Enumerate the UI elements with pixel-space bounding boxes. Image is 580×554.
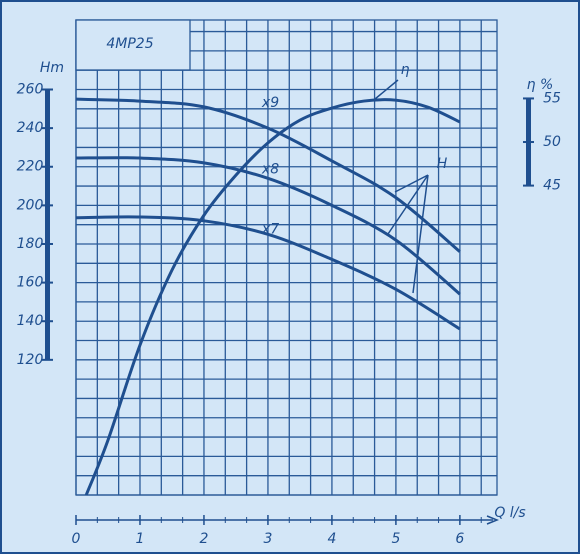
y-tick-label: 120 <box>17 352 44 368</box>
x-tick-label: 6 <box>455 531 464 547</box>
y2-tick-label: 45 <box>543 178 561 194</box>
y-tick-label: 140 <box>17 313 44 329</box>
x-axis-arrow <box>486 515 500 525</box>
x-tick-label: 5 <box>391 531 400 547</box>
y2-tick-label: 50 <box>543 134 561 150</box>
x-tick-label: 3 <box>263 531 272 547</box>
series-label: x7 <box>261 221 279 237</box>
x-tick-label: 1 <box>136 531 145 547</box>
series-label: x9 <box>261 95 279 111</box>
y-tick-label: 200 <box>17 197 44 213</box>
x-tick-label: 4 <box>327 531 336 547</box>
title-box <box>75 19 191 71</box>
curve <box>84 98 461 496</box>
grid <box>75 19 498 496</box>
plot-frame <box>75 19 498 496</box>
y-tick-label: 220 <box>17 159 44 175</box>
y-tick-label: 180 <box>17 236 44 252</box>
annotation-eta: η <box>401 62 410 78</box>
eta-pointer <box>374 79 399 100</box>
y-tick-label: 240 <box>17 120 44 136</box>
y-tick-label: 260 <box>17 82 44 98</box>
curve <box>75 97 461 253</box>
annotation-h: H <box>437 156 448 172</box>
y2-tick-label: 55 <box>543 90 561 106</box>
series-label: x8 <box>261 161 279 177</box>
x-tick-label: 2 <box>200 531 209 547</box>
h-pointer <box>387 174 429 294</box>
chart-title: 4MP25 <box>106 36 153 52</box>
curve <box>75 215 461 331</box>
y-tick-label: 160 <box>17 275 44 291</box>
x-tick-label: 0 <box>72 531 81 547</box>
y-axis-bar <box>45 89 50 360</box>
curve <box>75 156 461 296</box>
y2-axis-label: η % <box>527 77 554 93</box>
x-axis-label: Q l/s <box>494 505 525 521</box>
y-axis-label: Hm <box>40 60 64 76</box>
